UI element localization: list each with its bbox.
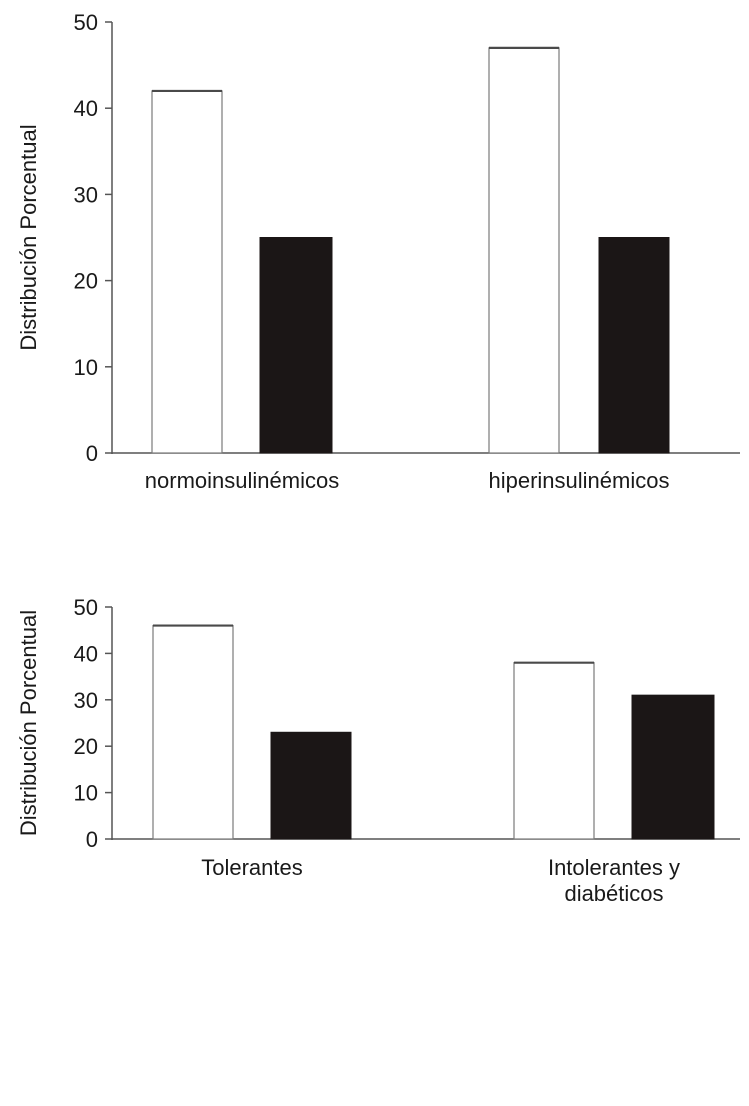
y-tick-label: 0 [86, 441, 98, 466]
x-category-label: normoinsulinémicos [145, 468, 339, 493]
y-tick-label: 50 [74, 10, 98, 35]
x-category-label: Intolerantes y [548, 855, 680, 880]
x-category-label: diabéticos [564, 881, 663, 906]
y-tick-label: 40 [74, 641, 98, 666]
x-category-label: hiperinsulinémicos [489, 468, 670, 493]
y-axis-title: Distribución Porcentual [16, 124, 41, 350]
bar-series2-category1 [259, 237, 333, 454]
bar-series2-category2 [598, 237, 670, 454]
bar-series1-category1 [151, 90, 223, 454]
y-tick-label: 10 [74, 355, 98, 380]
y-tick-label: 0 [86, 827, 98, 852]
bar-series1-category2 [513, 662, 595, 840]
y-tick-label: 20 [74, 734, 98, 759]
y-tick-label: 40 [74, 96, 98, 121]
bar-series1-category2 [488, 47, 560, 454]
bar-series2-category2 [631, 694, 715, 840]
y-tick-label: 30 [74, 182, 98, 207]
bar-series1-category1 [152, 624, 234, 840]
y-tick-label: 20 [74, 269, 98, 294]
y-axis-title: Distribución Porcentual [16, 610, 41, 836]
y-tick-label: 50 [74, 595, 98, 620]
y-tick-label: 30 [74, 688, 98, 713]
x-category-label: Tolerantes [201, 855, 303, 880]
y-tick-label: 10 [74, 781, 98, 806]
chart-glucose-tolerance: 0 10 20 30 40 50 Distribución Porcentual Tolera… [16, 595, 740, 906]
bar-series2-category1 [270, 731, 352, 840]
chart-insulinemia: 0 10 20 30 40 50 Distribución Porcentual normoi… [16, 10, 740, 493]
